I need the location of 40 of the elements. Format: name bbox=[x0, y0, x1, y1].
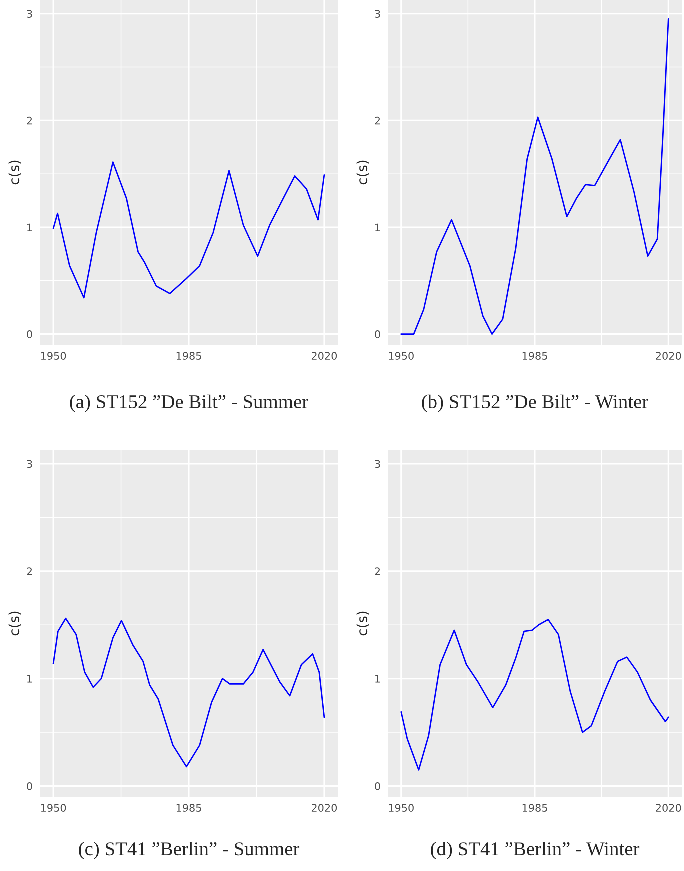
y-axis-title: c(s) bbox=[356, 612, 370, 636]
line-series bbox=[400, 18, 670, 336]
x-tick-label: 1950 bbox=[389, 352, 414, 360]
y-tick-label: 0 bbox=[375, 330, 380, 338]
x-tick-label: 2020 bbox=[656, 804, 682, 812]
x-tick-label: 1985 bbox=[522, 352, 548, 360]
line-series bbox=[400, 619, 670, 771]
y-tick-label: 2 bbox=[27, 568, 32, 576]
y-axis-title: c(s) bbox=[356, 160, 370, 185]
x-tick-label: 2020 bbox=[312, 804, 338, 812]
x-tick-label: 2020 bbox=[656, 352, 682, 360]
x-tick-label: 1985 bbox=[176, 804, 202, 812]
y-tick-label: 3 bbox=[27, 460, 32, 468]
x-tick-label: 1985 bbox=[522, 804, 548, 812]
text: (b) ST152 ”De Bilt” - Winter bbox=[422, 394, 648, 412]
y-tick-label: 3 bbox=[27, 10, 32, 18]
x-tick-label: 1950 bbox=[389, 804, 414, 812]
text: (a) ST152 ”De Bilt” - Summer bbox=[70, 394, 308, 412]
y-tick-label: 3 bbox=[375, 10, 380, 18]
x-tick-label: 1985 bbox=[176, 352, 202, 360]
y-axis-title: c(s) bbox=[8, 612, 22, 636]
y-tick-label: 2 bbox=[27, 116, 32, 125]
y-tick-label: 2 bbox=[375, 568, 380, 576]
y-tick-label: 1 bbox=[28, 675, 32, 683]
text: (c) ST41 ”Berlin” - Summer bbox=[79, 842, 300, 860]
y-tick-label: 1 bbox=[376, 224, 380, 232]
y-tick-label: 3 bbox=[375, 460, 380, 468]
y-tick-label: 0 bbox=[27, 330, 32, 338]
y-tick-label: 2 bbox=[375, 116, 380, 125]
y-tick-label: 0 bbox=[27, 782, 32, 790]
y-tick-label: 1 bbox=[376, 675, 380, 683]
x-tick-label: 1950 bbox=[41, 352, 66, 360]
y-tick-label: 1 bbox=[28, 224, 32, 232]
y-axis-title: c(s) bbox=[8, 160, 22, 185]
x-tick-label: 2020 bbox=[312, 352, 338, 360]
line-series bbox=[52, 162, 326, 299]
text: (d) ST41 ”Berlin” - Winter bbox=[431, 842, 640, 860]
line-series bbox=[52, 618, 326, 768]
y-tick-label: 0 bbox=[375, 782, 380, 790]
x-tick-label: 1950 bbox=[41, 804, 66, 812]
